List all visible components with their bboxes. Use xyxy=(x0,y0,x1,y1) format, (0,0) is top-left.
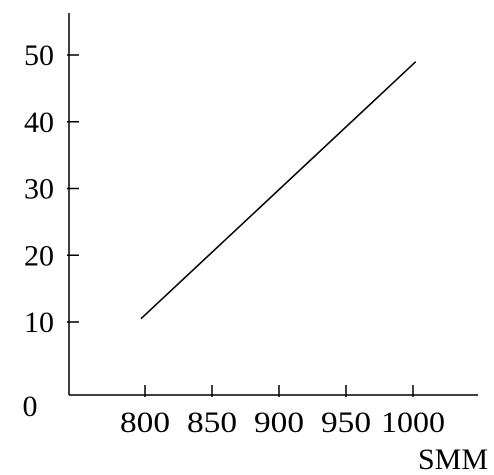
y-tick-label: 20 xyxy=(24,239,54,272)
x-tick-label: 850 xyxy=(187,406,237,439)
x-tick-label: 900 xyxy=(254,406,304,439)
y-tick-label: 50 xyxy=(24,39,54,72)
origin-label: 0 xyxy=(23,390,38,423)
x-tick-label: 800 xyxy=(120,406,170,439)
x-axis-label: SMM xyxy=(418,443,488,475)
series-group xyxy=(140,61,417,320)
y-tick-label: 10 xyxy=(24,306,54,339)
y-tick-label: 40 xyxy=(24,106,54,139)
x-ticks: 800 850 900 950 1000 xyxy=(120,385,445,439)
x-tick-label: 1000 xyxy=(381,406,445,439)
y-tick-label: 30 xyxy=(24,173,54,206)
series-line xyxy=(140,61,417,320)
y-ticks: 10 20 30 40 50 xyxy=(24,39,79,339)
axes xyxy=(68,13,478,396)
x-tick-label: 950 xyxy=(321,406,371,439)
